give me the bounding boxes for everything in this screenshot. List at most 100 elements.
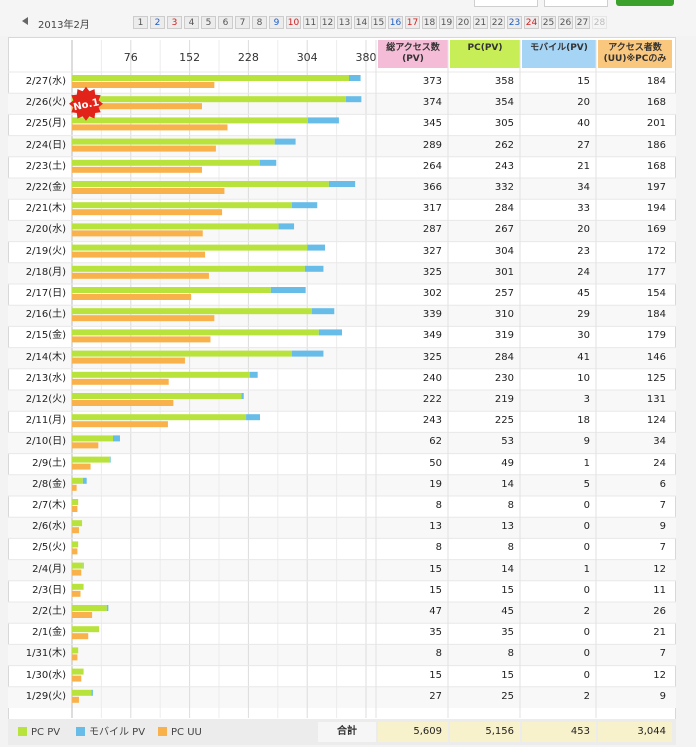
cell-mobile: 0 xyxy=(583,627,590,639)
day-tab[interactable]: 16 xyxy=(388,16,403,29)
bar-mobile-pv xyxy=(109,456,111,463)
top-control-box[interactable] xyxy=(474,0,538,7)
cell-mobile: 40 xyxy=(577,118,590,130)
day-tab[interactable]: 27 xyxy=(575,16,590,29)
day-tab[interactable]: 18 xyxy=(422,16,437,29)
bar-pc-pv xyxy=(72,96,346,103)
cell-pc: 304 xyxy=(494,245,514,257)
cell-total: 15 xyxy=(429,669,442,681)
day-tab[interactable]: 11 xyxy=(303,16,318,29)
cell-uu: 172 xyxy=(646,245,666,257)
day-tab[interactable]: 17 xyxy=(405,16,420,29)
date-label: 2/7(木) xyxy=(32,500,66,511)
prev-month-icon[interactable] xyxy=(22,17,28,25)
day-tab[interactable]: 4 xyxy=(184,16,199,29)
cell-mobile: 41 xyxy=(577,351,590,363)
day-tab[interactable]: 6 xyxy=(218,16,233,29)
day-tab[interactable]: 14 xyxy=(354,16,369,29)
cell-pc: 257 xyxy=(494,288,514,299)
cell-uu: 154 xyxy=(646,288,666,299)
day-tab[interactable]: 5 xyxy=(201,16,216,29)
no1-badge-text: No.1 xyxy=(72,97,100,113)
bar-pc-uu xyxy=(72,421,168,428)
cell-pc: 332 xyxy=(494,182,514,193)
day-tab[interactable]: 7 xyxy=(235,16,250,29)
cell-mobile: 15 xyxy=(577,76,590,87)
top-control-box[interactable] xyxy=(544,0,608,7)
day-tab[interactable]: 20 xyxy=(456,16,471,29)
date-label: 2/25(月) xyxy=(25,118,66,130)
bar-pc-uu xyxy=(72,548,78,555)
bar-mobile-pv xyxy=(274,138,296,145)
cell-uu: 11 xyxy=(653,584,666,596)
date-label: 2/23(土) xyxy=(25,160,66,172)
row-background xyxy=(8,644,676,666)
day-tab[interactable]: 10 xyxy=(286,16,301,29)
row-background xyxy=(8,474,676,496)
cell-total: 302 xyxy=(422,288,442,299)
cell-total: 8 xyxy=(435,500,442,511)
date-label: 1/29(火) xyxy=(25,690,66,702)
bar-mobile-pv xyxy=(348,75,361,81)
cell-pc: 25 xyxy=(501,690,514,702)
legend-label: モバイル PV xyxy=(89,727,146,738)
date-navigation-bar: 2013年2月 1 2 3 4 5 6 7 8 9 10 11 12 13 14 15 16 17 18 19 20 2… xyxy=(0,0,696,36)
cell-mobile: 29 xyxy=(577,309,590,321)
date-label: 1/31(木) xyxy=(25,648,66,660)
date-label: 2/11(月) xyxy=(25,415,66,427)
cell-pc: 358 xyxy=(494,76,514,87)
day-tab[interactable]: 22 xyxy=(490,16,505,29)
cell-pc: 219 xyxy=(494,394,514,405)
bar-pc-uu xyxy=(72,484,77,491)
bar-pc-uu xyxy=(72,103,202,110)
cell-total: 47 xyxy=(429,606,442,617)
cell-mobile: 45 xyxy=(577,288,590,299)
cell-total: 317 xyxy=(422,203,442,215)
day-tab[interactable]: 15 xyxy=(371,16,386,29)
bar-pc-uu xyxy=(72,612,93,618)
day-tab[interactable]: 9 xyxy=(269,16,284,29)
row-background xyxy=(8,517,676,539)
cell-pc: 53 xyxy=(501,436,514,448)
bar-pc-uu xyxy=(72,590,81,597)
cell-pc: 14 xyxy=(501,563,514,575)
day-tab[interactable]: 13 xyxy=(337,16,352,29)
day-tab[interactable]: 21 xyxy=(473,16,488,29)
bar-pc-uu xyxy=(72,633,89,640)
bar-pc-pv xyxy=(72,223,279,230)
bar-pc-pv xyxy=(72,244,308,251)
bar-pc-pv xyxy=(72,562,83,569)
day-tab[interactable]: 3 xyxy=(167,16,182,29)
cell-total: 339 xyxy=(422,309,442,321)
cell-mobile: 1 xyxy=(583,457,590,469)
bar-pc-uu xyxy=(72,654,78,661)
bar-pc-uu xyxy=(72,166,202,173)
bar-pc-uu xyxy=(72,569,82,576)
cell-mobile: 1 xyxy=(583,563,590,575)
bar-pc-pv xyxy=(72,371,250,378)
bar-pc-pv xyxy=(72,668,84,675)
x-tick-label: 304 xyxy=(297,51,318,64)
day-tab[interactable]: 2 xyxy=(150,16,165,29)
cell-uu: 177 xyxy=(646,266,666,278)
bar-pc-pv xyxy=(72,138,275,145)
day-tab[interactable]: 26 xyxy=(558,16,573,29)
day-tab[interactable]: 25 xyxy=(541,16,556,29)
cell-pc: 284 xyxy=(494,351,514,363)
bar-mobile-pv xyxy=(291,202,318,209)
day-tab[interactable]: 24 xyxy=(524,16,539,29)
cell-uu: 21 xyxy=(653,627,666,639)
cell-pc: 15 xyxy=(501,584,514,596)
bar-mobile-pv xyxy=(318,329,343,336)
day-tab[interactable]: 19 xyxy=(439,16,454,29)
day-tab[interactable]: 8 xyxy=(252,16,267,29)
cell-pc: 8 xyxy=(507,648,514,660)
total-mobile-pv: 453 xyxy=(522,722,596,742)
bar-mobile-pv xyxy=(278,223,295,230)
top-action-button[interactable] xyxy=(616,0,674,6)
day-tab[interactable]: 23 xyxy=(507,16,522,29)
cell-pc: 225 xyxy=(494,415,514,427)
day-tab[interactable]: 1 xyxy=(133,16,148,29)
day-tab[interactable]: 12 xyxy=(320,16,335,29)
cell-uu: 9 xyxy=(659,521,666,533)
